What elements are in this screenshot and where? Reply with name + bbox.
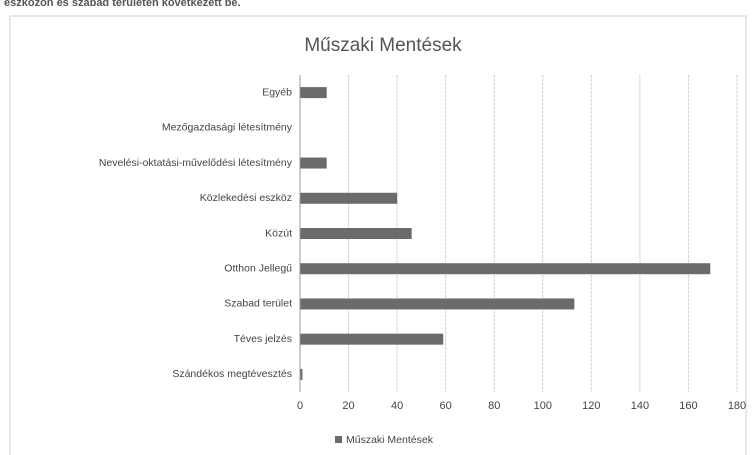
x-tick-label: 40: [391, 400, 403, 412]
bar: [300, 87, 327, 99]
y-tick-label: Közút: [265, 227, 292, 239]
y-tick-label: Nevelési-oktatási-művelődési létesítmény: [99, 157, 293, 169]
x-tick-label: 0: [297, 400, 303, 412]
x-tick-label: 60: [440, 400, 452, 412]
x-tick-label: 120: [582, 400, 600, 412]
bar: [300, 228, 412, 239]
bar: [300, 263, 711, 275]
y-tick-label: Mezőgazdasági létesítmény: [162, 122, 293, 134]
x-tick-label: 180: [728, 400, 746, 412]
bar: [300, 157, 327, 169]
chart-title: Műszaki Mentések: [304, 35, 462, 56]
bar: [300, 192, 398, 204]
x-tick-label: 80: [488, 400, 500, 412]
y-tick-label: Szabad terület: [224, 298, 292, 310]
bar: [300, 298, 575, 310]
legend-label: Műszaki Mentések: [346, 434, 434, 446]
x-tick-label: 160: [679, 400, 697, 412]
y-tick-label: Téves jelzés: [234, 333, 292, 345]
legend-swatch: [335, 436, 342, 443]
x-tick-label: 100: [534, 400, 552, 412]
bar: [300, 333, 444, 345]
bar: [300, 368, 303, 380]
y-tick-label: Szándékos megtévesztés: [172, 368, 292, 380]
y-tick-label: Egyéb: [262, 86, 292, 98]
y-tick-label: Közlekedési eszköz: [200, 192, 292, 204]
x-tick-label: 140: [631, 400, 649, 412]
y-tick-label: Otthon Jellegű: [224, 263, 292, 275]
chart-border: [9, 15, 747, 455]
heading-fragment: eszközön és szabad területen következett…: [4, 0, 241, 9]
x-tick-label: 20: [342, 400, 354, 412]
